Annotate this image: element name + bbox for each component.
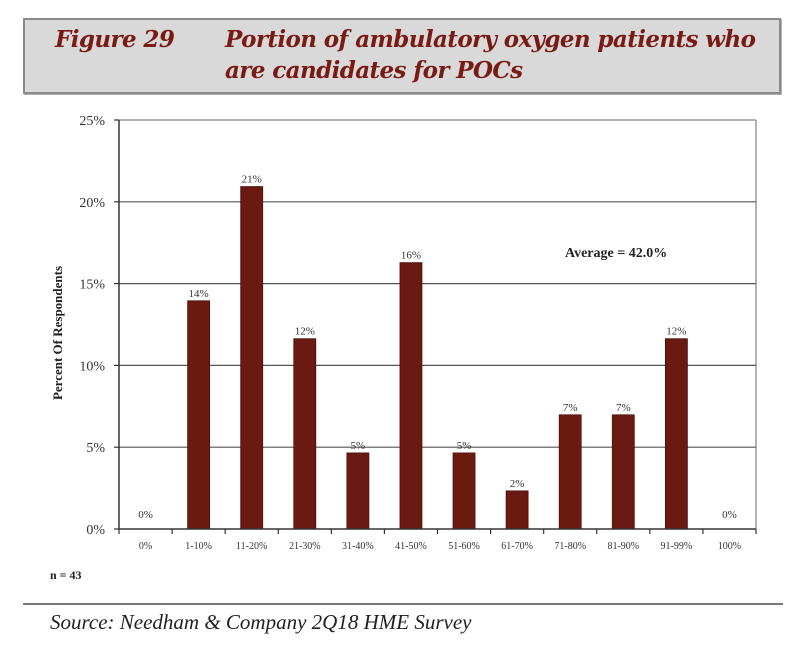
data-label: 7% (563, 402, 578, 414)
bar (293, 338, 317, 530)
y-tick-label: 5% (86, 441, 105, 456)
labels: 0% 5% 10% 15% 20% 25% 0% 0% 14% 1-10% 21% 11-20% 12%… (79, 114, 741, 552)
bar (664, 338, 688, 530)
y-axis-label: Percent Of Respondents (50, 266, 65, 400)
y-tick-label: 15% (79, 278, 105, 293)
x-tick-label: 71-80% (554, 541, 586, 552)
bar-chart: 0% 5% 10% 15% 20% 25% 0% 0% 14% 1-10% 21% 11-20% 12%… (50, 114, 757, 552)
bar (240, 186, 264, 530)
data-label: 12% (666, 326, 686, 338)
data-label: 14% (189, 288, 209, 300)
x-tick-label: 100% (718, 541, 741, 552)
x-tick-label: 0% (139, 541, 152, 552)
data-label: 5% (457, 440, 472, 452)
bar (558, 414, 582, 530)
axes (114, 119, 757, 534)
y-tick-label: 20% (79, 196, 105, 211)
data-label: 12% (295, 326, 315, 338)
figure-title: Portion of ambulatory oxygen patients wh… (225, 26, 756, 84)
data-label: 21% (242, 174, 262, 186)
gridlines (119, 119, 757, 529)
average-annotation: Average = 42.0% (565, 246, 667, 261)
x-tick-label: 21-30% (289, 541, 321, 552)
x-tick-label: 51-60% (448, 541, 480, 552)
data-label: 0% (722, 509, 737, 521)
bar (399, 262, 423, 530)
figure-header: Figure 29 Portion of ambulatory oxygen p… (23, 18, 781, 94)
x-tick-label: 61-70% (501, 541, 533, 552)
data-label: 0% (138, 509, 153, 521)
bars (187, 186, 688, 530)
x-tick-label: 91-99% (661, 541, 693, 552)
x-tick-label: 41-50% (395, 541, 427, 552)
y-tick-label: 10% (79, 359, 105, 374)
data-label: 16% (401, 250, 421, 262)
x-tick-label: 1-10% (185, 541, 212, 552)
figure-label: Figure 29 (55, 26, 175, 53)
bar (346, 452, 370, 530)
data-label: 7% (616, 402, 631, 414)
x-tick-label: 81-90% (607, 541, 639, 552)
divider (23, 603, 783, 605)
data-label: 5% (351, 440, 366, 452)
source-note: Source: Needham & Company 2Q18 HME Surve… (50, 610, 472, 634)
data-label: 2% (510, 478, 525, 490)
y-tick-label: 0% (86, 523, 105, 538)
x-tick-label: 31-40% (342, 541, 374, 552)
sample-size-label: n = 43 (50, 568, 82, 582)
bar (187, 300, 211, 530)
bar (611, 414, 635, 530)
bar (505, 490, 529, 530)
x-tick-label: 11-20% (236, 541, 267, 552)
y-tick-label: 25% (79, 114, 105, 129)
bar (452, 452, 476, 530)
